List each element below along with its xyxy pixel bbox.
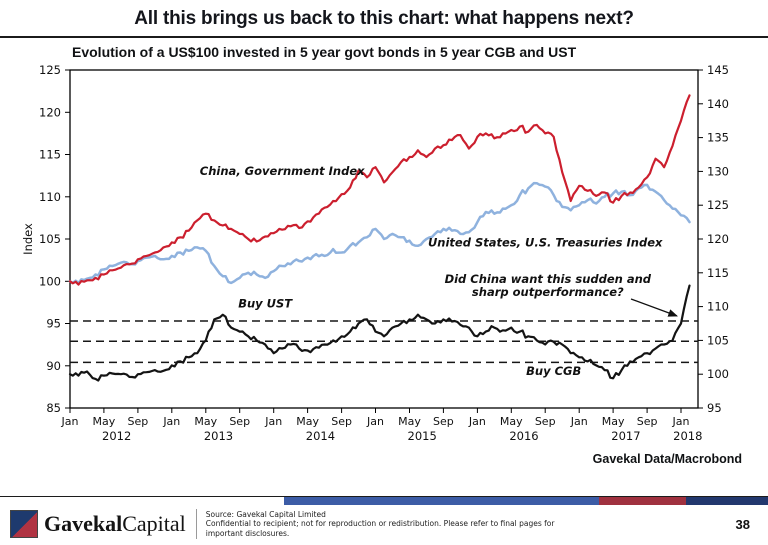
svg-text:Did China want this sudden and: Did China want this sudden and sharp outp… — [445, 272, 652, 299]
svg-text:Sep: Sep — [433, 415, 454, 428]
svg-text:115: 115 — [39, 148, 61, 162]
svg-text:135: 135 — [707, 131, 729, 145]
svg-text:May: May — [296, 415, 319, 428]
svg-text:145: 145 — [707, 63, 729, 77]
logo-text-gavekal: Gavekal — [44, 511, 123, 536]
svg-text:Sep: Sep — [637, 415, 658, 428]
line-chart: 85 90 95 100 105 110 115 120 125 95 100 105 110 115 12… — [21, 63, 729, 443]
svg-text:100: 100 — [39, 274, 61, 288]
gavekal-logo: GavekalCapital — [10, 510, 186, 538]
svg-text:105: 105 — [39, 232, 61, 246]
chart-block: Evolution of a US$100 invested in 5 year… — [0, 44, 768, 466]
page-number: 38 — [735, 516, 750, 532]
svg-text:Buy UST: Buy UST — [238, 296, 293, 310]
svg-text:2016: 2016 — [509, 429, 538, 443]
footer-source-text: Source: Gavekal Capital Limited Confiden… — [206, 510, 566, 539]
footer-logo-separator — [195, 509, 197, 539]
svg-text:United States, U.S. Treasuries: United States, U.S. Treasuries Index — [428, 236, 663, 250]
gavekal-logo-text: GavekalCapital — [44, 511, 186, 537]
svg-text:Jan: Jan — [264, 415, 282, 428]
gavekal-logo-icon — [10, 510, 38, 538]
svg-text:95: 95 — [707, 401, 722, 415]
svg-text:Jan: Jan — [570, 415, 588, 428]
svg-text:China, Government Index: China, Government Index — [200, 164, 365, 178]
svg-text:110: 110 — [707, 300, 729, 314]
svg-text:Jan: Jan — [672, 415, 690, 428]
svg-text:130: 130 — [707, 164, 729, 178]
logo-text-capital: Capital — [122, 511, 186, 536]
chart-source-note: Gavekal Data/Macrobond — [592, 452, 742, 466]
svg-text:2013: 2013 — [204, 429, 233, 443]
accent-segment-blue — [284, 497, 599, 505]
svg-text:Sep: Sep — [128, 415, 149, 428]
svg-text:120: 120 — [707, 232, 729, 246]
svg-text:Jan: Jan — [468, 415, 486, 428]
svg-text:Jan: Jan — [61, 415, 79, 428]
accent-segment-navy — [685, 497, 768, 505]
svg-text:May: May — [500, 415, 523, 428]
accent-segment-maroon — [598, 497, 686, 505]
svg-text:105: 105 — [707, 333, 729, 347]
svg-text:85: 85 — [46, 401, 61, 415]
chart-title: Evolution of a US$100 invested in 5 year… — [72, 44, 577, 60]
svg-text:140: 140 — [707, 97, 729, 111]
svg-text:Jan: Jan — [366, 415, 384, 428]
svg-text:Jan: Jan — [162, 415, 180, 428]
slide-title: All this brings us back to this chart: w… — [134, 8, 634, 29]
svg-text:2014: 2014 — [306, 429, 335, 443]
title-divider — [0, 36, 768, 38]
svg-text:May: May — [602, 415, 625, 428]
footer-content: GavekalCapital Source: Gavekal Capital L… — [0, 506, 768, 545]
source-line-1: Source: Gavekal Capital Limited — [205, 509, 326, 519]
footer-accent-bar — [284, 497, 768, 505]
svg-text:125: 125 — [707, 198, 729, 212]
svg-text:May: May — [398, 415, 421, 428]
svg-text:Buy CGB: Buy CGB — [526, 364, 581, 378]
svg-text:90: 90 — [46, 359, 61, 373]
source-line-2: Confidential to recipient; not for repro… — [205, 519, 555, 538]
svg-text:100: 100 — [707, 367, 729, 381]
svg-text:110: 110 — [39, 190, 61, 204]
svg-text:Sep: Sep — [229, 415, 250, 428]
footer-divider — [0, 496, 768, 506]
svg-text:115: 115 — [707, 266, 729, 280]
svg-text:95: 95 — [46, 317, 61, 331]
svg-text:Index: Index — [21, 223, 35, 255]
footer: GavekalCapital Source: Gavekal Capital L… — [0, 496, 768, 545]
svg-text:125: 125 — [39, 63, 61, 77]
svg-text:120: 120 — [39, 105, 61, 119]
svg-text:2012: 2012 — [102, 429, 131, 443]
svg-text:Sep: Sep — [535, 415, 556, 428]
svg-text:2017: 2017 — [611, 429, 640, 443]
svg-text:May: May — [93, 415, 116, 428]
svg-text:May: May — [194, 415, 217, 428]
svg-text:2018: 2018 — [673, 429, 702, 443]
svg-text:Sep: Sep — [331, 415, 352, 428]
svg-text:2015: 2015 — [408, 429, 437, 443]
